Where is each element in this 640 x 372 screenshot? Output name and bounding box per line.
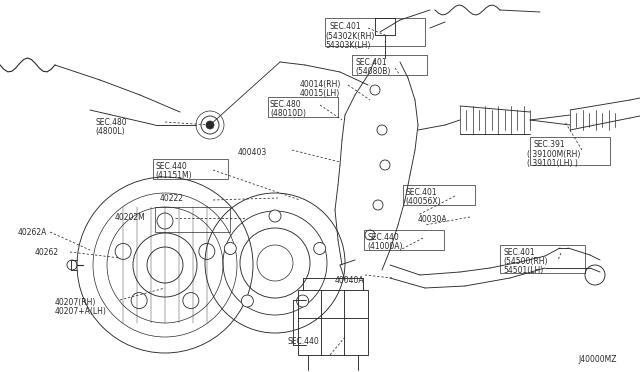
Text: 54501(LH): 54501(LH) <box>503 266 543 275</box>
Bar <box>530 137 610 165</box>
Text: ( 39101(LH) ): ( 39101(LH) ) <box>527 159 578 168</box>
Bar <box>153 159 228 179</box>
Text: 40015(LH): 40015(LH) <box>300 89 340 98</box>
Text: (4800L): (4800L) <box>95 127 125 136</box>
Circle shape <box>269 210 281 222</box>
Text: SEC.480: SEC.480 <box>95 118 127 127</box>
Text: (54080B): (54080B) <box>355 67 390 76</box>
Text: 40262A: 40262A <box>18 228 47 237</box>
Text: (54302K(RH): (54302K(RH) <box>325 32 374 41</box>
Bar <box>403 185 475 205</box>
Circle shape <box>296 295 308 307</box>
Bar <box>325 18 425 46</box>
Bar <box>155 207 230 232</box>
Circle shape <box>224 243 236 254</box>
Text: 40207+A(LH): 40207+A(LH) <box>55 307 107 316</box>
Bar <box>500 245 585 273</box>
Text: 400403: 400403 <box>238 148 268 157</box>
Text: SEC.440: SEC.440 <box>155 162 187 171</box>
Bar <box>352 55 427 75</box>
Text: SEC.401: SEC.401 <box>405 188 436 197</box>
Circle shape <box>241 295 253 307</box>
Bar <box>268 97 338 117</box>
Text: ( 39100M(RH): ( 39100M(RH) <box>527 150 580 159</box>
Text: SEC.480: SEC.480 <box>270 100 301 109</box>
Text: SEC.401: SEC.401 <box>503 248 534 257</box>
Text: 40207(RH): 40207(RH) <box>55 298 97 307</box>
Text: 40222: 40222 <box>160 194 184 203</box>
Text: (48010D): (48010D) <box>270 109 306 118</box>
Text: SEC.440: SEC.440 <box>288 337 320 346</box>
Text: (54500(RH): (54500(RH) <box>503 257 547 266</box>
Text: SEC.440: SEC.440 <box>367 233 399 242</box>
Text: 40040A: 40040A <box>335 276 365 285</box>
Text: 40014(RH): 40014(RH) <box>300 80 341 89</box>
Text: 54303K(LH): 54303K(LH) <box>325 41 371 50</box>
Text: SEC.401: SEC.401 <box>355 58 387 67</box>
Text: (41151M): (41151M) <box>155 171 191 180</box>
Text: SEC.401: SEC.401 <box>330 22 362 31</box>
Text: (40056X): (40056X) <box>405 197 440 206</box>
Circle shape <box>314 243 326 254</box>
Text: J40000MZ: J40000MZ <box>578 355 616 364</box>
Bar <box>298 290 368 355</box>
Bar <box>364 230 444 250</box>
Text: 40030A: 40030A <box>418 215 447 224</box>
Text: 40202M: 40202M <box>115 213 146 222</box>
Circle shape <box>206 121 214 129</box>
Text: SEC.391: SEC.391 <box>533 140 564 149</box>
Text: (41000A): (41000A) <box>367 242 403 251</box>
Text: 40262: 40262 <box>35 248 59 257</box>
